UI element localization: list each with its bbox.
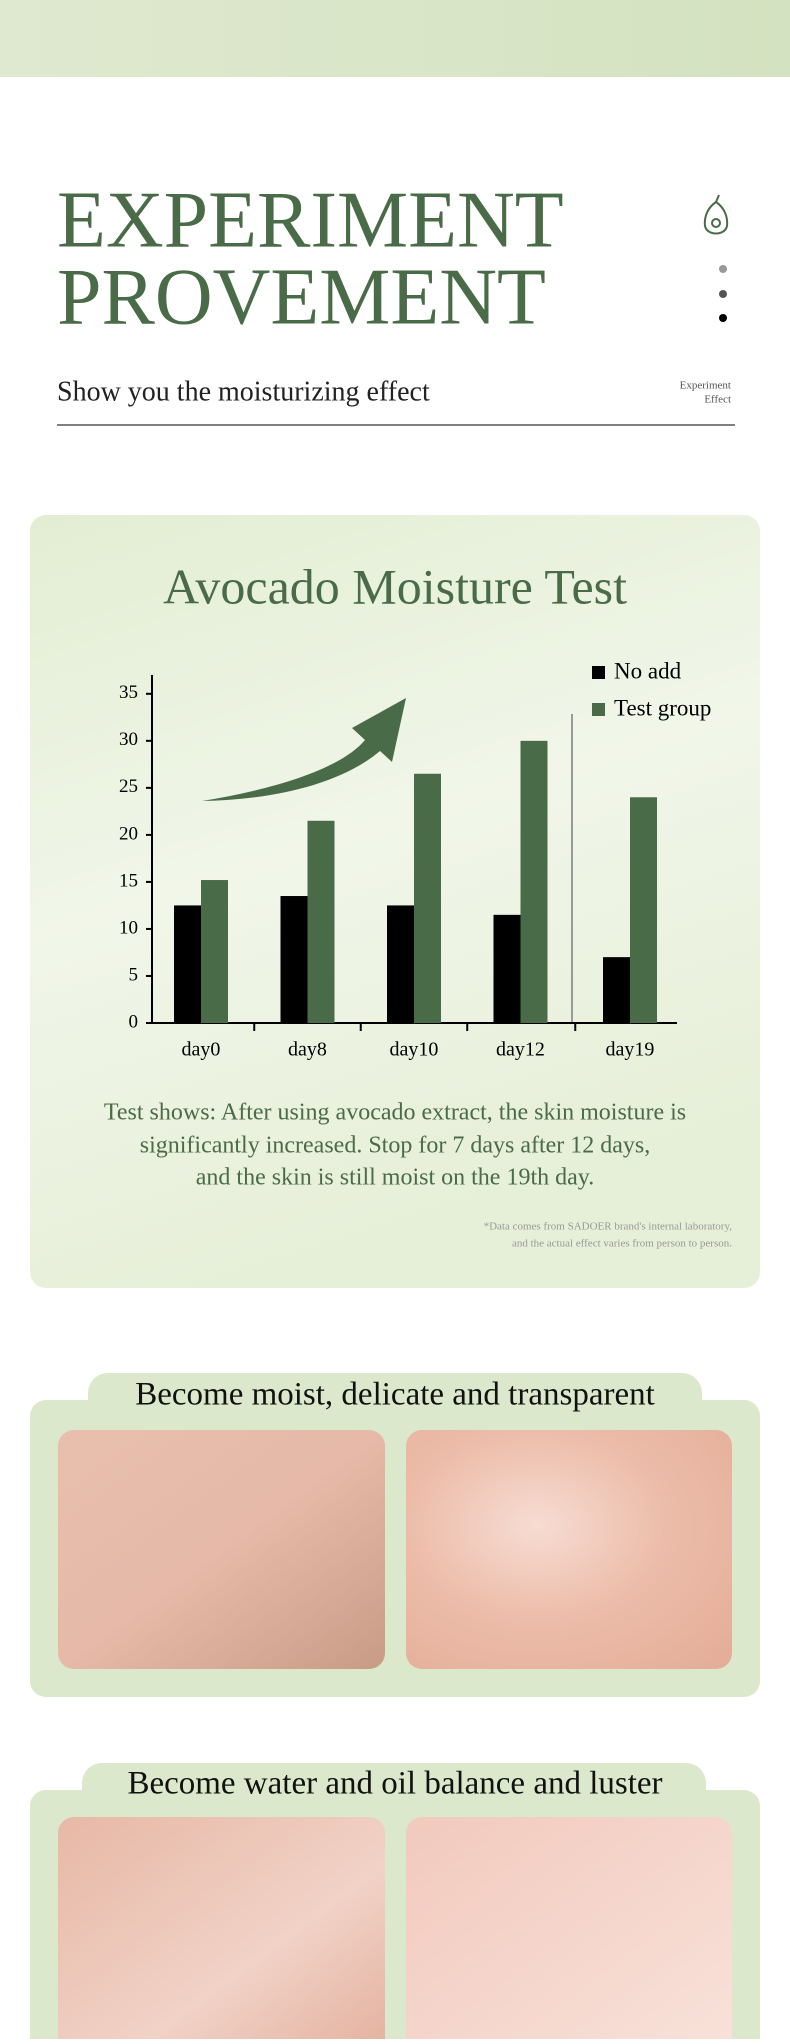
bar	[520, 740, 548, 1023]
y-tick-label: 5	[129, 964, 139, 985]
chart-panel	[30, 515, 760, 1288]
subtitle: Show you the moisturizing effect	[57, 376, 430, 407]
skin-photo	[406, 1430, 732, 1669]
legend-label: No add	[614, 658, 682, 683]
dot	[719, 290, 727, 298]
section-title: Become water and oil balance and luster	[127, 1766, 662, 1802]
title-line: PROVEMENT	[57, 253, 546, 341]
legend-swatch	[592, 666, 605, 679]
x-tick-label: day19	[606, 1039, 655, 1061]
skin-photo	[58, 1817, 385, 2044]
bar	[603, 957, 630, 1023]
bar	[414, 773, 441, 1023]
skin-photo	[58, 1430, 385, 1669]
section-title: Become moist, delicate and transparent	[135, 1377, 655, 1413]
y-tick-label: 30	[119, 729, 138, 750]
legend-label: Test group	[614, 695, 711, 720]
footnote: and the actual effect varies from person…	[512, 1238, 732, 1250]
x-tick-label: day12	[496, 1039, 545, 1061]
chart-title: Avocado Moisture Test	[163, 558, 627, 614]
avocado-icon	[703, 194, 729, 235]
caption: and the skin is still moist on the 19th …	[196, 1165, 594, 1191]
y-tick-label: 0	[129, 1011, 139, 1032]
caption: significantly increased. Stop for 7 days…	[140, 1133, 651, 1159]
caption: Test shows: After using avocado extract,…	[104, 1100, 686, 1126]
bar	[280, 896, 308, 1023]
dot	[719, 265, 727, 273]
footnote: *Data comes from SADOER brand's internal…	[484, 1221, 733, 1233]
side-label: Effect	[704, 394, 731, 406]
dot	[719, 314, 727, 322]
y-tick-label: 35	[119, 682, 138, 703]
bar	[201, 880, 228, 1023]
x-tick-label: day0	[182, 1039, 221, 1061]
chart: 0 5 10 15 20 25 30 35 day0 day8 day10 day12 day19 No …	[119, 658, 711, 1060]
title-line: EXPERIMENT	[57, 176, 564, 264]
bar	[307, 820, 335, 1023]
section-tab	[82, 1763, 706, 1813]
side-label: Experiment	[680, 380, 731, 392]
y-tick-label: 15	[119, 870, 138, 891]
x-tick-label: day10	[390, 1039, 439, 1061]
trend-arrow	[202, 698, 406, 801]
x-tick-label: day8	[288, 1039, 327, 1061]
section-tab	[88, 1373, 702, 1423]
skin-photo	[406, 1817, 732, 2044]
y-tick-label: 20	[119, 823, 138, 844]
bar	[174, 905, 201, 1023]
bar	[630, 797, 657, 1023]
bar	[387, 905, 414, 1023]
y-tick-label: 25	[119, 776, 138, 797]
legend-swatch	[592, 703, 605, 716]
top-band	[0, 0, 790, 77]
bar	[493, 914, 521, 1023]
y-tick-label: 10	[119, 917, 138, 938]
